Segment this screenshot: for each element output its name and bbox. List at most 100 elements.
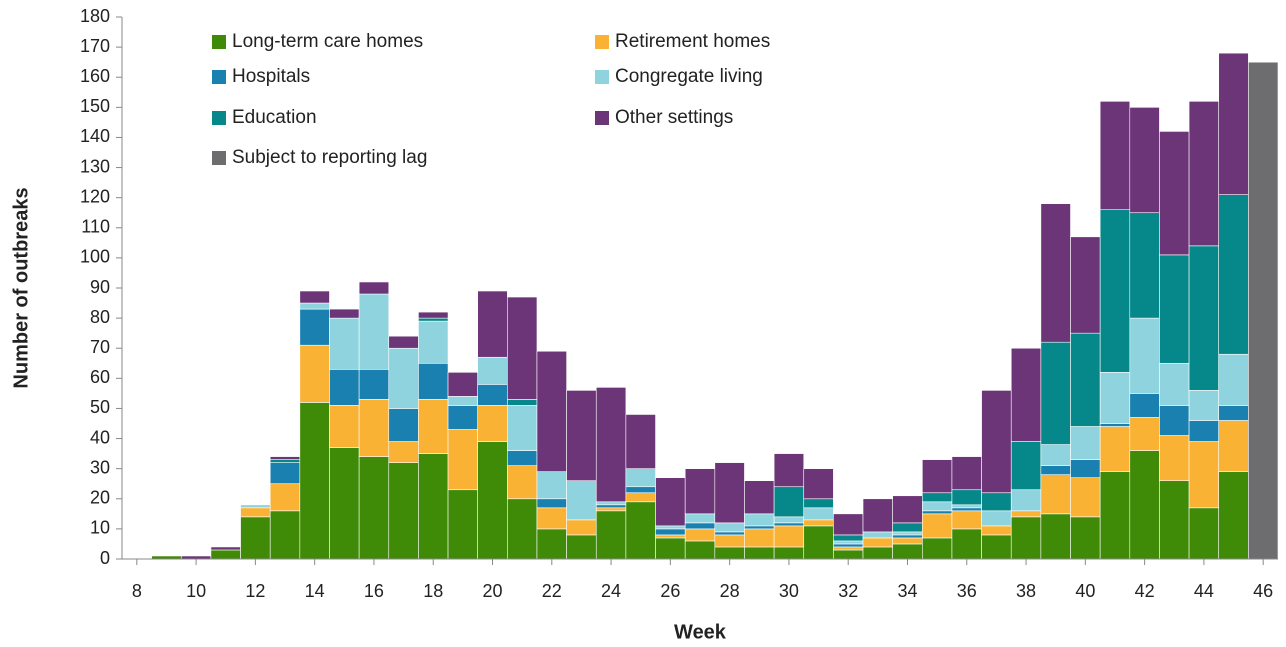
bar-segment bbox=[1040, 474, 1071, 515]
bar-segment bbox=[892, 534, 923, 539]
bar-segment bbox=[1218, 194, 1249, 355]
y-tick-label: 20 bbox=[90, 488, 110, 508]
x-tick-label: 16 bbox=[364, 581, 384, 601]
bar-segment bbox=[388, 462, 419, 560]
bar-segment bbox=[507, 450, 538, 466]
bar-segment bbox=[299, 308, 330, 346]
bar-segment bbox=[684, 522, 716, 530]
bar-segment bbox=[418, 453, 449, 560]
x-axis-title: Week bbox=[674, 621, 727, 643]
bar-segment bbox=[1159, 362, 1190, 406]
bar-segment bbox=[951, 456, 982, 491]
bar-segment bbox=[1159, 405, 1190, 436]
legend-swatch bbox=[212, 70, 226, 84]
bar-segment bbox=[1099, 426, 1131, 472]
bar-segment bbox=[981, 390, 1012, 494]
y-tick-label: 30 bbox=[90, 457, 110, 477]
bar-segment bbox=[418, 399, 449, 454]
bar-segment bbox=[388, 335, 419, 349]
bar-segment bbox=[595, 501, 627, 506]
bar-segment bbox=[477, 405, 508, 442]
x-tick-label: 36 bbox=[957, 581, 977, 601]
bar-segment bbox=[1099, 372, 1131, 424]
bar-segment bbox=[714, 546, 745, 560]
y-tick-label: 120 bbox=[80, 186, 110, 206]
bar-segment bbox=[1129, 450, 1160, 560]
y-tick-label: 10 bbox=[90, 518, 110, 538]
bar-segment bbox=[447, 489, 478, 560]
bar-segment bbox=[655, 477, 686, 527]
legend-swatch bbox=[212, 111, 226, 125]
bar-segment bbox=[299, 344, 330, 403]
bar-segment bbox=[329, 447, 360, 560]
bar-segment bbox=[833, 543, 864, 548]
bar-segment bbox=[1129, 317, 1160, 394]
legend-swatch bbox=[212, 35, 226, 49]
bar-segment bbox=[1010, 510, 1042, 518]
bar-segment bbox=[862, 546, 893, 560]
bar-segment bbox=[981, 534, 1012, 560]
bar-segment bbox=[507, 296, 538, 400]
y-tick-label: 110 bbox=[81, 217, 110, 237]
bar-segment bbox=[744, 480, 775, 515]
bar-segment bbox=[566, 480, 597, 521]
bar-segment bbox=[1040, 341, 1071, 445]
y-tick-label: 170 bbox=[80, 36, 110, 56]
bar-segment bbox=[1040, 513, 1071, 560]
y-tick-label: 130 bbox=[80, 156, 110, 176]
x-tick-label: 24 bbox=[601, 581, 621, 601]
bar-segment bbox=[418, 362, 449, 400]
y-tick-label: 100 bbox=[80, 247, 110, 267]
x-tick-label: 28 bbox=[720, 581, 740, 601]
bar-segment bbox=[299, 290, 330, 304]
bar-segment bbox=[744, 513, 775, 527]
bar-segment bbox=[684, 540, 716, 560]
bar-segment bbox=[1040, 465, 1071, 475]
legend-label: Retirement homes bbox=[615, 31, 770, 52]
bar-segment bbox=[1129, 417, 1160, 451]
bar-segment bbox=[418, 311, 449, 319]
bar-segment bbox=[358, 281, 390, 295]
bar-segment bbox=[833, 534, 864, 542]
bar-segment bbox=[655, 537, 686, 560]
bar-segment bbox=[358, 293, 390, 370]
bar-segment bbox=[773, 516, 805, 524]
bar-segment bbox=[418, 320, 449, 364]
bar-segment bbox=[388, 408, 419, 442]
bar-segment bbox=[536, 498, 567, 509]
y-tick-label: 140 bbox=[80, 126, 110, 146]
bar-segment bbox=[773, 546, 805, 560]
bar-segment bbox=[803, 525, 834, 560]
bar-segment bbox=[507, 399, 538, 406]
bar-segment bbox=[210, 546, 241, 551]
legend-swatch bbox=[595, 70, 609, 84]
bar-segment bbox=[477, 356, 508, 385]
bar-segment bbox=[862, 531, 893, 539]
bar-segment bbox=[1010, 347, 1042, 442]
bar-segment bbox=[773, 453, 805, 488]
bar-segment bbox=[1099, 423, 1131, 427]
bar-segment bbox=[566, 390, 597, 482]
bar-segment bbox=[1070, 236, 1101, 334]
bar-segment bbox=[803, 507, 834, 521]
bar-segment bbox=[1129, 107, 1160, 214]
bar-segment bbox=[1070, 426, 1101, 460]
x-tick-label: 26 bbox=[660, 581, 680, 601]
x-tick-label: 10 bbox=[186, 581, 206, 601]
bar-segment bbox=[447, 429, 478, 491]
bar-segment bbox=[625, 492, 656, 503]
x-tick-label: 22 bbox=[542, 581, 562, 601]
legend-box bbox=[190, 22, 906, 175]
bar-segment bbox=[803, 468, 834, 500]
legend-label: Congregate living bbox=[615, 66, 763, 87]
bar-segment bbox=[358, 368, 390, 400]
bar-segment bbox=[536, 471, 567, 500]
bar-segment bbox=[773, 522, 805, 527]
bar-segment bbox=[684, 528, 716, 542]
bar-segment bbox=[1188, 441, 1220, 509]
x-tick-label: 30 bbox=[779, 581, 799, 601]
bar-segment bbox=[329, 308, 360, 319]
y-tick-label: 80 bbox=[90, 307, 110, 327]
bar-segment bbox=[951, 507, 982, 512]
bar-segment bbox=[951, 528, 982, 560]
